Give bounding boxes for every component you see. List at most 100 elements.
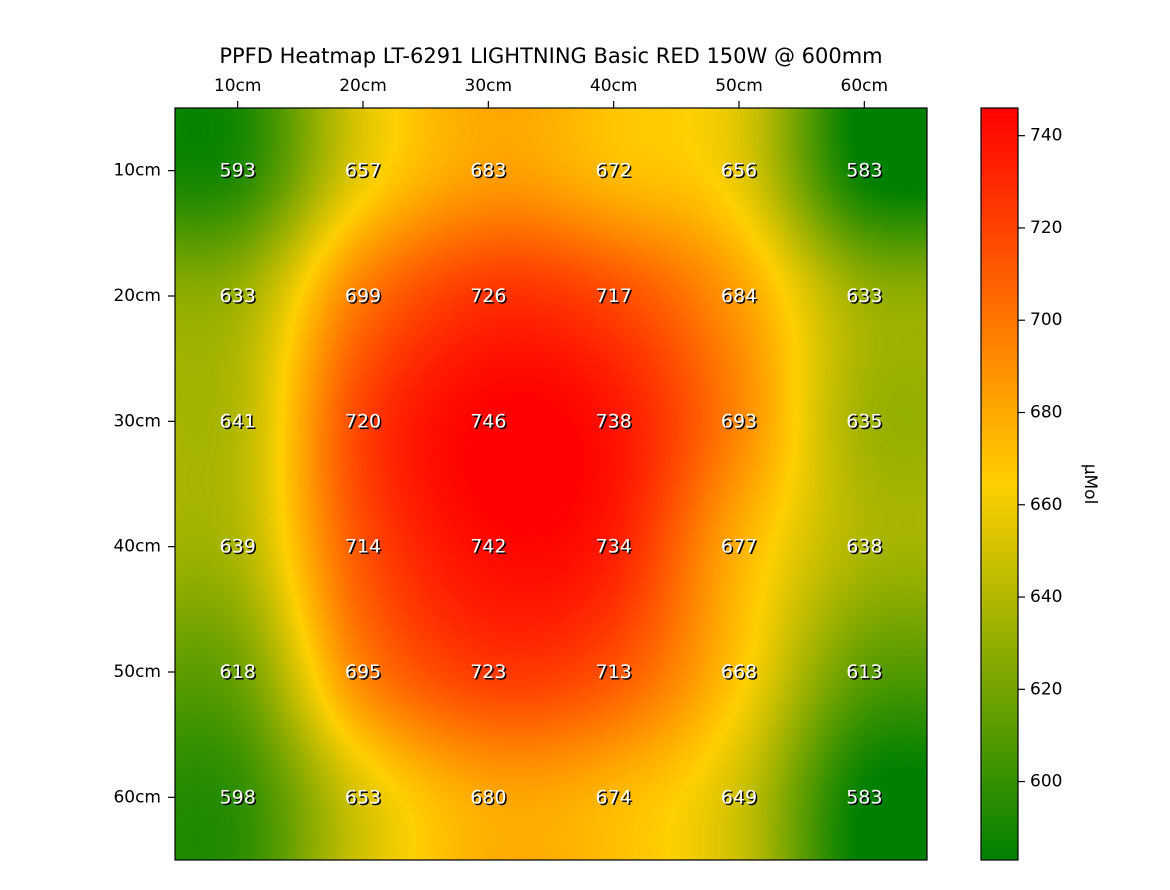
- cell-value-label: 633: [220, 285, 256, 307]
- cell-value-label: 695: [345, 661, 381, 683]
- y-tick-label: 60cm: [113, 787, 161, 807]
- cell-value-label: 713: [596, 661, 632, 683]
- cell-value-shadow: 738: [597, 412, 633, 434]
- x-tick-label: 60cm: [841, 76, 889, 96]
- cell-value-label: 638: [846, 536, 882, 558]
- y-tick-label: 40cm: [113, 537, 161, 557]
- cell-value-shadow: 583: [848, 788, 884, 810]
- cell-value-label: 742: [470, 536, 506, 558]
- cell-value-shadow: 633: [221, 287, 257, 309]
- cell-value-label: 677: [721, 536, 757, 558]
- cell-value-label: 641: [220, 410, 256, 432]
- cell-value-shadow: 583: [848, 161, 884, 183]
- cell-value-shadow: 641: [221, 412, 257, 434]
- cell-value-label: 683: [470, 160, 506, 182]
- cell-value-shadow: 633: [848, 287, 884, 309]
- colorbar-tick-label: 720: [1030, 218, 1062, 238]
- x-tick-label: 50cm: [715, 76, 763, 96]
- cell-value-shadow: 714: [346, 537, 382, 559]
- cell-value-label: 649: [721, 786, 757, 808]
- cell-value-label: 717: [596, 285, 632, 307]
- cell-value-shadow: 598: [221, 788, 257, 810]
- colorbar-tick-label: 620: [1030, 679, 1062, 699]
- cell-value-label: 726: [470, 285, 506, 307]
- cell-value-shadow: 683: [472, 161, 508, 183]
- y-axis-left: 10cm 20cm 30cm 40cm 50cm 60cm: [113, 161, 175, 807]
- cell-value-shadow: 726: [472, 287, 508, 309]
- colorbar-tick-label: 700: [1030, 310, 1062, 330]
- cell-value-shadow: 734: [597, 537, 633, 559]
- cell-value-shadow: 635: [848, 412, 884, 434]
- cell-value-shadow: 713: [597, 663, 633, 685]
- cell-value-shadow: 638: [848, 537, 884, 559]
- x-tick-label: 20cm: [339, 76, 387, 96]
- cell-value-shadow: 695: [346, 663, 382, 685]
- cell-value-shadow: 684: [722, 287, 758, 309]
- cell-value-shadow: 656: [722, 161, 758, 183]
- cell-value-label: 746: [470, 410, 506, 432]
- cell-value-label: 653: [345, 786, 381, 808]
- cell-value-label: 723: [470, 661, 506, 683]
- cell-value-label: 583: [846, 786, 882, 808]
- cell-value-label: 613: [846, 661, 882, 683]
- cell-value-shadow: 672: [597, 161, 633, 183]
- cell-value-label: 720: [345, 410, 381, 432]
- cell-value-shadow: 693: [722, 412, 758, 434]
- cell-value-shadow: 717: [597, 287, 633, 309]
- colorbar-frame: [980, 107, 1019, 861]
- cell-value-shadow: 653: [346, 788, 382, 810]
- x-tick-label: 30cm: [465, 76, 513, 96]
- cell-value-label: 618: [220, 661, 256, 683]
- y-tick-label: 10cm: [113, 161, 161, 181]
- cell-value-shadow: 723: [472, 663, 508, 685]
- cell-value-shadow: 674: [597, 788, 633, 810]
- cell-value-label: 657: [345, 160, 381, 182]
- x-tick-label: 10cm: [214, 76, 262, 96]
- chart-title: PPFD Heatmap LT-6291 LIGHTNING Basic RED…: [219, 44, 882, 68]
- plot-frame: [174, 107, 928, 861]
- x-tick-label: 40cm: [590, 76, 638, 96]
- cell-value-shadow: 746: [472, 412, 508, 434]
- colorbar: 600 620 640 660 680 700 720 740 µMol: [980, 107, 1100, 861]
- cell-value-label: 593: [220, 160, 256, 182]
- cell-value-shadow: 742: [472, 537, 508, 559]
- cell-value-label: 668: [721, 661, 757, 683]
- heatmap-plot: [174, 107, 928, 861]
- cell-value-shadow: 677: [722, 537, 758, 559]
- cell-value-shadow: 618: [221, 663, 257, 685]
- cell-value-label: 672: [596, 160, 632, 182]
- cell-value-shadow: 639: [221, 537, 257, 559]
- cell-value-label: 738: [596, 410, 632, 432]
- y-tick-label: 50cm: [113, 662, 161, 682]
- cell-value-label: 684: [721, 285, 757, 307]
- x-axis-top: 10cm 20cm 30cm 40cm 50cm 60cm: [214, 76, 888, 108]
- cell-value-label: 633: [846, 285, 882, 307]
- cell-value-shadow: 699: [346, 287, 382, 309]
- y-tick-label: 20cm: [113, 286, 161, 306]
- cell-value-label: 656: [721, 160, 757, 182]
- colorbar-tick-label: 640: [1030, 587, 1062, 607]
- colorbar-tick-label: 740: [1030, 126, 1062, 146]
- colorbar-tick-label: 680: [1030, 402, 1062, 422]
- cell-value-label: 693: [721, 410, 757, 432]
- cell-value-shadow: 720: [346, 412, 382, 434]
- cell-value-shadow: 668: [722, 663, 758, 685]
- cell-value-label: 583: [846, 160, 882, 182]
- colorbar-label: µMol: [1080, 464, 1100, 505]
- colorbar-gradient: [981, 108, 1018, 860]
- heatmap-image: [175, 108, 927, 860]
- colorbar-tick-label: 600: [1030, 772, 1062, 792]
- y-tick-label: 30cm: [113, 411, 161, 431]
- cell-value-label: 699: [345, 285, 381, 307]
- colorbar-tick-label: 660: [1030, 495, 1062, 515]
- cell-value-label: 674: [596, 786, 632, 808]
- cell-value-label: 639: [220, 536, 256, 558]
- cell-value-shadow: 657: [346, 161, 382, 183]
- cell-value-label: 734: [596, 536, 632, 558]
- cell-value-label: 598: [220, 786, 256, 808]
- cell-value-shadow: 613: [848, 663, 884, 685]
- cell-value-shadow: 680: [472, 788, 508, 810]
